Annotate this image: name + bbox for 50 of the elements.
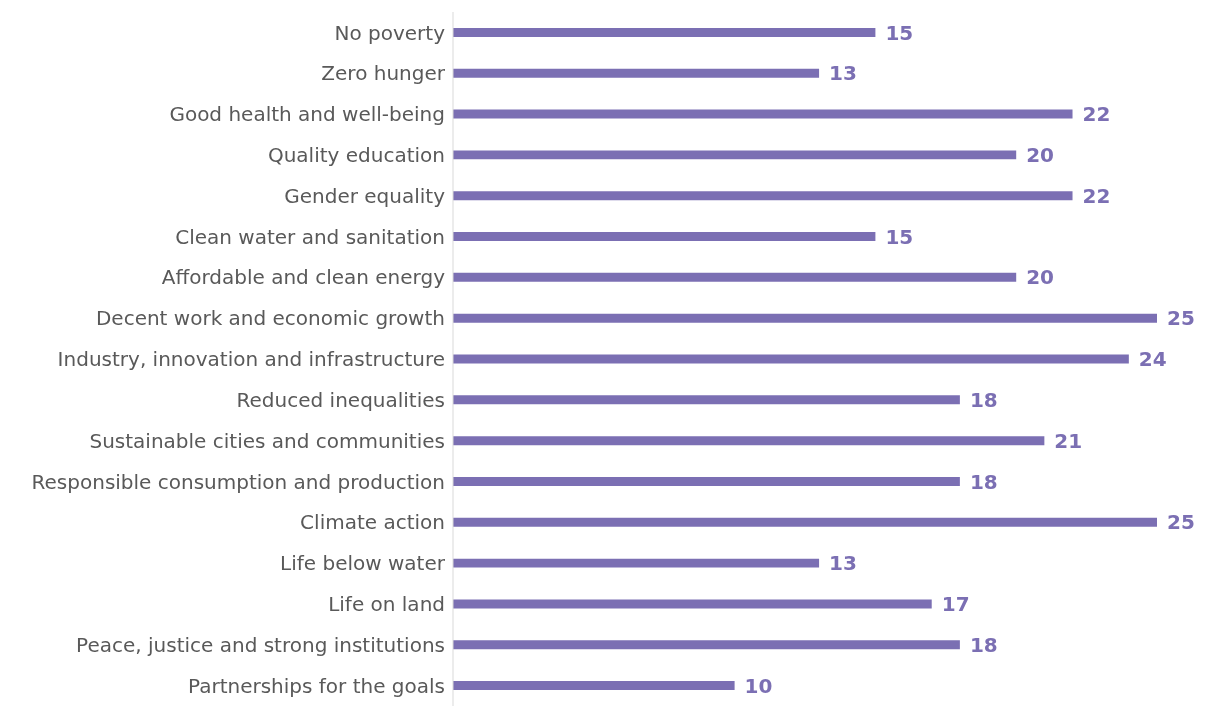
y-tick-label: Sustainable cities and communities (89, 428, 445, 453)
bar (453, 681, 735, 691)
data-label: 21 (1054, 428, 1083, 453)
bar (453, 558, 820, 568)
data-label: 20 (1026, 142, 1055, 167)
y-tick-label: Partnerships for the goals (187, 673, 445, 698)
bar (453, 395, 960, 405)
y-tick-label: No poverty (334, 20, 446, 45)
y-tick-label: Good health and well-being (169, 102, 445, 127)
data-label: 10 (744, 673, 773, 698)
data-label: 22 (1082, 183, 1111, 208)
bar (453, 191, 1073, 201)
data-label: 18 (969, 387, 998, 412)
bar (453, 68, 820, 78)
y-tick-label: Climate action (300, 510, 445, 535)
data-label: 18 (969, 469, 998, 494)
bar (453, 232, 876, 242)
y-tick-label: Life on land (328, 592, 445, 617)
data-label: 13 (829, 551, 857, 576)
bar (453, 599, 932, 609)
bar (453, 517, 1157, 527)
y-tick-label: Responsible consumption and production (31, 469, 445, 494)
data-label: 24 (1138, 347, 1167, 372)
y-tick-label: Affordable and clean energy (161, 265, 446, 290)
bar (453, 27, 876, 37)
data-label: 25 (1167, 306, 1195, 331)
y-tick-label: Reduced inequalities (236, 387, 445, 412)
data-label: 22 (1082, 102, 1111, 127)
y-tick-label: Industry, innovation and infrastructure (57, 347, 445, 372)
bar (453, 313, 1157, 323)
bar (453, 150, 1017, 160)
y-tick-label: Zero hunger (321, 61, 446, 86)
data-label: 15 (885, 20, 914, 45)
data-label: 15 (885, 224, 914, 249)
bar (453, 640, 960, 650)
data-label: 13 (829, 61, 857, 86)
y-tick-label: Life below water (280, 551, 446, 576)
y-tick-label: Quality education (267, 142, 445, 167)
bar (453, 476, 960, 486)
y-tick-label: Decent work and economic growth (95, 306, 445, 331)
data-label: 17 (941, 592, 970, 617)
data-label: 20 (1026, 265, 1055, 290)
y-tick-label: Peace, justice and strong institutions (76, 632, 445, 657)
data-label: 18 (969, 632, 998, 657)
bar (453, 436, 1045, 446)
y-tick-label: Gender equality (284, 183, 446, 208)
bar (453, 109, 1073, 119)
data-label: 25 (1167, 510, 1195, 535)
bar (453, 272, 1017, 282)
y-tick-label: Clean water and sanitation (175, 224, 445, 249)
